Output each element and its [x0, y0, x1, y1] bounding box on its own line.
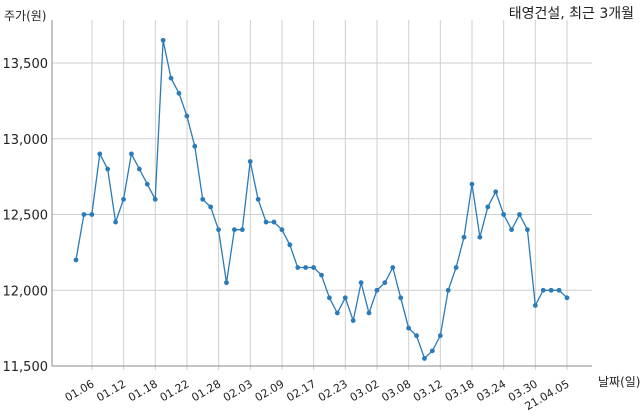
x-tick-label: 02.23: [316, 377, 350, 404]
x-tick-label: 01.18: [126, 377, 160, 404]
data-point: [445, 287, 451, 293]
data-point: [319, 272, 324, 278]
data-point: [200, 196, 206, 202]
data-point: [224, 280, 229, 286]
data-point: [485, 204, 491, 210]
data-point: [255, 196, 261, 202]
y-tick-label: 12,500: [3, 209, 49, 224]
axes: [51, 20, 592, 367]
data-point: [366, 310, 372, 316]
data-point: [540, 287, 546, 293]
data-point: [532, 303, 538, 308]
data-point: [105, 166, 111, 172]
chart-title: 태영건설, 최근 3개월: [509, 6, 634, 22]
data-point: [160, 37, 166, 43]
y-tick-label: 13,000: [3, 133, 49, 148]
data-point: [398, 295, 404, 301]
data-point: [350, 318, 356, 323]
data-point: [493, 189, 499, 195]
data-point: [263, 219, 269, 225]
data-point: [231, 227, 237, 233]
data-point: [382, 280, 388, 286]
y-tick-label: 12,000: [3, 284, 49, 299]
x-tick-label: 03.12: [411, 377, 445, 404]
data-point: [556, 287, 562, 293]
x-tick-label: 01.22: [158, 377, 192, 404]
data-point: [422, 356, 427, 361]
data-point: [81, 212, 87, 217]
y-tick-label: 11,500: [3, 360, 49, 375]
data-point: [509, 227, 514, 233]
x-tick-label: 03.08: [379, 377, 413, 404]
data-point: [121, 196, 126, 202]
data-point: [97, 151, 103, 157]
data-point: [144, 181, 150, 187]
data-point: [469, 181, 475, 187]
data-point: [129, 151, 134, 157]
y-axis-label: 주가(원): [4, 9, 46, 23]
x-tick-label: 01.06: [63, 377, 97, 404]
grid-lines: [52, 20, 592, 370]
data-point: [564, 295, 570, 301]
data-point: [548, 287, 554, 293]
y-axis-ticks: 11,500 12,000 12,500 13,000 13,500: [3, 57, 49, 375]
data-point: [390, 265, 396, 270]
data-point: [374, 287, 380, 293]
x-tick-label: 03.18: [443, 377, 477, 404]
data-point: [327, 295, 332, 301]
data-point: [517, 212, 522, 217]
x-tick-label: 03.02: [348, 377, 382, 404]
x-tick-label: 03.24: [474, 377, 508, 404]
data-point: [295, 265, 301, 270]
data-point: [461, 234, 467, 240]
data-point: [429, 348, 435, 354]
x-tick-label: 02.17: [284, 377, 318, 404]
x-axis-label: 날짜(일): [598, 375, 640, 389]
price-series: [73, 37, 570, 361]
data-point: [136, 166, 142, 172]
series-line: [75, 40, 568, 360]
data-point: [184, 113, 190, 119]
x-tick-label: 02.03: [221, 377, 255, 404]
data-point: [216, 227, 221, 233]
y-tick-label: 13,500: [3, 57, 49, 72]
data-point: [113, 219, 118, 225]
data-point: [287, 242, 293, 248]
data-point: [453, 265, 459, 270]
x-tick-label: 02.09: [253, 377, 287, 404]
data-point: [168, 75, 174, 81]
data-point: [176, 90, 182, 96]
data-point: [334, 310, 340, 316]
data-point: [271, 219, 277, 225]
data-point: [342, 295, 348, 301]
x-axis-ticks: 01.0601.1201.1801.2201.2802.0302.0902.17…: [63, 377, 572, 413]
data-point: [303, 265, 309, 270]
data-point: [73, 257, 79, 263]
data-point: [152, 196, 158, 202]
data-point: [208, 204, 214, 210]
x-tick-label: 01.12: [94, 377, 128, 404]
data-point: [437, 333, 443, 339]
data-point: [525, 227, 530, 233]
data-point: [477, 234, 483, 240]
data-point: [501, 212, 507, 217]
data-point: [358, 280, 364, 286]
data-point: [279, 227, 285, 233]
data-point: [414, 333, 419, 339]
data-point: [247, 159, 253, 164]
data-point: [89, 212, 95, 217]
data-point: [311, 265, 316, 270]
data-point: [406, 325, 412, 331]
x-tick-label: 01.28: [189, 377, 223, 404]
data-point: [192, 143, 198, 149]
data-point: [239, 227, 245, 233]
